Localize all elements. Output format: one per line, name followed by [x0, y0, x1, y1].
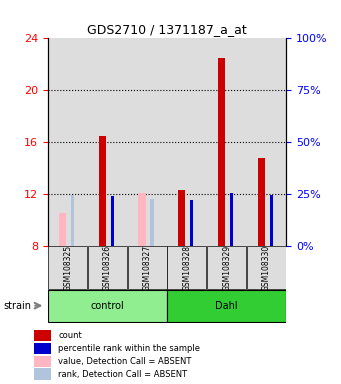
Bar	[270, 195, 273, 246]
Bar	[138, 193, 146, 246]
Bar	[34, 369, 50, 380]
Text: percentile rank within the sample: percentile rank within the sample	[58, 344, 200, 353]
Bar	[88, 38, 127, 246]
Bar	[178, 190, 186, 246]
Bar	[48, 38, 88, 246]
Bar	[71, 195, 74, 246]
FancyBboxPatch shape	[48, 246, 87, 290]
Bar	[99, 136, 106, 246]
Bar	[167, 38, 207, 246]
Bar	[207, 38, 247, 246]
FancyBboxPatch shape	[247, 246, 286, 290]
Bar	[127, 38, 167, 246]
Bar	[34, 356, 50, 367]
Bar	[34, 330, 50, 341]
Text: Dahl: Dahl	[216, 301, 238, 311]
Bar	[247, 38, 286, 246]
Bar	[110, 196, 114, 246]
Text: GSM108326: GSM108326	[103, 245, 112, 291]
Text: count: count	[58, 331, 82, 340]
Title: GDS2710 / 1371187_a_at: GDS2710 / 1371187_a_at	[87, 23, 247, 36]
Text: value, Detection Call = ABSENT: value, Detection Call = ABSENT	[58, 357, 192, 366]
Bar	[59, 214, 66, 246]
FancyBboxPatch shape	[167, 246, 206, 290]
Bar	[218, 58, 225, 246]
FancyBboxPatch shape	[48, 290, 167, 322]
FancyBboxPatch shape	[167, 290, 286, 322]
FancyBboxPatch shape	[88, 246, 127, 290]
Text: GSM108328: GSM108328	[182, 245, 192, 291]
Bar	[230, 193, 233, 246]
Text: rank, Detection Call = ABSENT: rank, Detection Call = ABSENT	[58, 369, 187, 379]
Text: GSM108330: GSM108330	[262, 245, 271, 291]
FancyBboxPatch shape	[207, 246, 246, 290]
Text: GSM108327: GSM108327	[143, 245, 152, 291]
Text: strain: strain	[3, 301, 31, 311]
Text: GSM108325: GSM108325	[63, 245, 72, 291]
Text: GSM108329: GSM108329	[222, 245, 231, 291]
Text: control: control	[91, 301, 124, 311]
Bar	[150, 199, 153, 246]
Bar	[258, 157, 265, 246]
Bar	[34, 343, 50, 354]
FancyBboxPatch shape	[128, 246, 167, 290]
Bar	[190, 200, 193, 246]
